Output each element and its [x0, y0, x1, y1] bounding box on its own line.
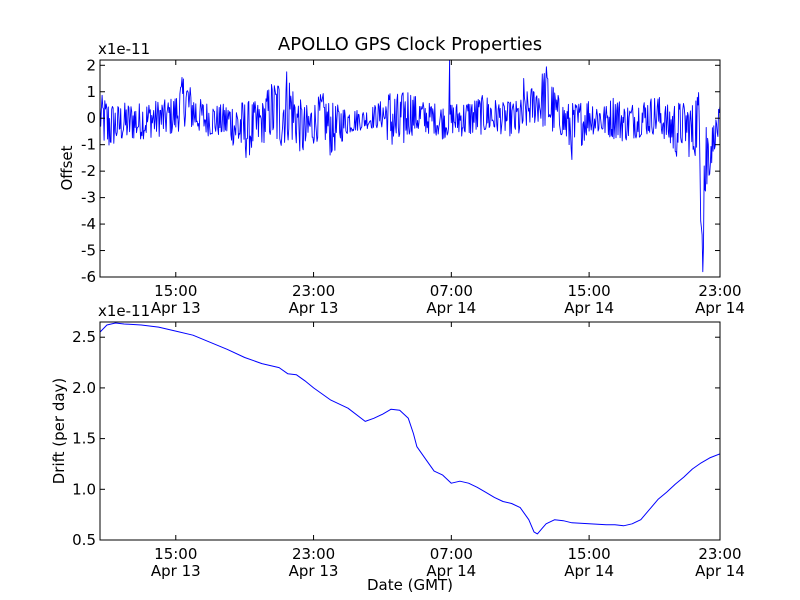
x-tick-label: 07:00 — [430, 282, 473, 300]
x-tick-label: Apr 13 — [151, 562, 201, 580]
y-tick-label: 0 — [86, 109, 96, 127]
y-tick-label: 1.0 — [72, 480, 96, 498]
x-tick-label: 15:00 — [154, 282, 197, 300]
x-tick-label: Apr 14 — [695, 562, 745, 580]
offset-y-axis-label: Offset — [58, 145, 76, 190]
y-tick-label: 2.5 — [72, 328, 96, 346]
chart-title: APOLLO GPS Clock Properties — [278, 34, 542, 55]
drift-series — [100, 322, 720, 535]
y-tick-label: -2 — [81, 162, 96, 180]
y-tick-label: 0.5 — [72, 531, 96, 549]
x-tick-label: 23:00 — [698, 545, 741, 563]
x-tick-label: Apr 14 — [426, 562, 476, 580]
y-tick-label: -5 — [81, 242, 96, 260]
x-tick-label: Apr 14 — [564, 562, 614, 580]
y-tick-label: -6 — [81, 268, 96, 286]
drift-y-axis-label: Drift (per day) — [50, 378, 68, 485]
y-tick-label: 2 — [86, 56, 96, 74]
x-tick-label: 23:00 — [292, 282, 335, 300]
offset-series — [100, 60, 720, 273]
offset-scale-label: x1e-11 — [98, 40, 150, 58]
x-tick-label: Apr 13 — [151, 299, 201, 317]
y-tick-label: -3 — [81, 189, 96, 207]
x-tick-label: Apr 13 — [289, 299, 339, 317]
x-tick-label: 15:00 — [567, 545, 610, 563]
x-tick-label: Apr 13 — [289, 562, 339, 580]
x-tick-label: 23:00 — [698, 282, 741, 300]
x-tick-label: Apr 14 — [426, 299, 476, 317]
y-tick-label: 1 — [86, 83, 96, 101]
drift-scale-label: x1e-11 — [98, 302, 150, 320]
x-tick-label: Apr 14 — [695, 299, 745, 317]
x-axis-label: Date (GMT) — [367, 576, 453, 594]
y-tick-label: 1.5 — [72, 430, 96, 448]
series-line-0-0 — [100, 60, 720, 273]
x-tick-label: 15:00 — [154, 545, 197, 563]
y-tick-label: -4 — [81, 215, 96, 233]
x-tick-label: Apr 14 — [564, 299, 614, 317]
x-tick-label: 23:00 — [292, 545, 335, 563]
offset-plot-frame — [99, 59, 721, 278]
drift-plot-frame — [99, 321, 721, 541]
y-tick-label: -1 — [81, 136, 96, 154]
y-tick-label: 2.0 — [72, 379, 96, 397]
series-line-1-0 — [100, 322, 720, 535]
x-tick-label: 15:00 — [567, 282, 610, 300]
x-tick-label: 07:00 — [430, 545, 473, 563]
